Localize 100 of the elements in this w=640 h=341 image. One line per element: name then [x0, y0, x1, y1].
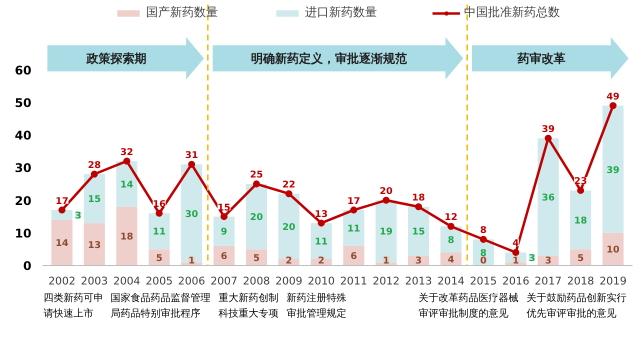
x-tick-label: 2018 [567, 274, 594, 288]
data-label: 19 [380, 226, 393, 238]
data-label: 13 [88, 240, 101, 251]
x-tick-label: 2002 [48, 274, 76, 288]
data-label: 15 [412, 226, 426, 238]
data-label: 20 [250, 212, 264, 224]
bar [602, 106, 624, 233]
point [610, 102, 617, 110]
y-tick-label: 50 [14, 96, 32, 110]
data-label: 5 [156, 252, 162, 264]
data-label: 13 [314, 208, 328, 220]
bar [181, 164, 202, 262]
point [577, 186, 584, 194]
data-label: 22 [282, 179, 296, 190]
x-tick-label: 2019 [599, 274, 627, 288]
data-label: 3 [74, 210, 82, 222]
point [90, 170, 98, 178]
data-label: 18 [120, 232, 134, 243]
x-tick-label: 2014 [437, 274, 465, 288]
data-label: 4 [512, 238, 520, 250]
data-label: 28 [88, 160, 101, 171]
x-tick-label: 2003 [80, 274, 108, 288]
point [252, 180, 260, 188]
point [318, 220, 325, 227]
x-tick-label: 2012 [372, 274, 400, 288]
x-tick-label: 2015 [470, 274, 497, 288]
legend-label: 中国批准新药总数 [464, 4, 560, 21]
data-label: 11 [347, 223, 360, 234]
data-label: 12 [444, 212, 458, 224]
text: 国家食品药品监督管理局药品特别审批程序 [110, 292, 210, 320]
y-tick-label: 0 [23, 259, 32, 273]
data-label: 1 [382, 255, 390, 266]
x-tick-label: 2011 [340, 274, 368, 288]
data-label: 18 [412, 192, 426, 204]
point [188, 160, 196, 168]
x-tick-label: 2017 [534, 274, 562, 288]
y-tick-label: 20 [14, 194, 32, 208]
data-label: 11 [314, 236, 328, 248]
point [123, 158, 130, 165]
y-tick-label: 30 [14, 161, 32, 176]
data-label: 30 [185, 208, 199, 220]
point [447, 222, 454, 230]
data-label: 49 [606, 91, 620, 102]
point [350, 206, 358, 214]
data-label: 3 [528, 252, 536, 264]
x-tick-label: 2009 [275, 274, 303, 288]
x-tick-label: 2016 [502, 274, 530, 288]
data-label: 36 [542, 192, 555, 204]
legend-label: 进口新药数量 [305, 4, 377, 21]
x-tick-label: 2007 [210, 274, 238, 288]
bar [408, 206, 430, 256]
data-label: 1 [188, 255, 195, 266]
point [512, 248, 520, 256]
point [220, 213, 228, 220]
text: 重大新药创制科技重大专项 [218, 292, 278, 320]
y-tick-label: 10 [14, 226, 32, 240]
text: 新药注册特殊审批管理规定 [286, 292, 346, 320]
data-label: 15 [88, 194, 101, 206]
data-label: 14 [55, 238, 69, 250]
annotation: 明确新药定义，审批逐渐规范 [251, 51, 408, 66]
data-label: 39 [606, 164, 620, 176]
data-label: 31 [185, 150, 198, 162]
bar [246, 184, 267, 250]
data-label: 18 [574, 215, 588, 226]
bar [538, 138, 559, 256]
point [285, 190, 292, 198]
legend-label: 国产新药数量 [146, 4, 218, 21]
bar [84, 223, 105, 266]
data-label: 17 [55, 196, 68, 207]
point [156, 210, 163, 217]
annotation: 药审改革 [516, 51, 566, 66]
data-label: 0 [480, 255, 488, 266]
x-tick-label: 2008 [242, 274, 270, 288]
data-label: 3 [544, 255, 552, 266]
point [544, 134, 552, 142]
data-label: 20 [380, 186, 394, 197]
data-label: 9 [220, 226, 228, 238]
data-label: 8 [448, 234, 454, 246]
text: 四类新药可申请快速上市 [44, 292, 104, 320]
y-tick-label: 40 [14, 128, 32, 142]
point [382, 196, 390, 204]
data-label: 15 [218, 202, 231, 214]
data-label: 6 [220, 251, 228, 262]
data-label: 2 [286, 255, 292, 266]
data-label: 11 [152, 226, 166, 238]
bar [84, 174, 105, 224]
data-label: 17 [347, 196, 360, 207]
data-label: 25 [250, 170, 263, 181]
data-label: 5 [577, 252, 584, 264]
data-label: 10 [606, 244, 620, 256]
bar [570, 190, 592, 250]
x-tick-label: 2006 [178, 274, 206, 288]
bar [116, 206, 138, 266]
y-tick-label: 60 [14, 63, 32, 78]
data-label: 4 [448, 254, 455, 266]
data-label: 6 [350, 251, 357, 262]
point [58, 206, 66, 214]
data-label: 23 [574, 176, 588, 188]
bar [214, 216, 235, 246]
bar [51, 220, 72, 266]
